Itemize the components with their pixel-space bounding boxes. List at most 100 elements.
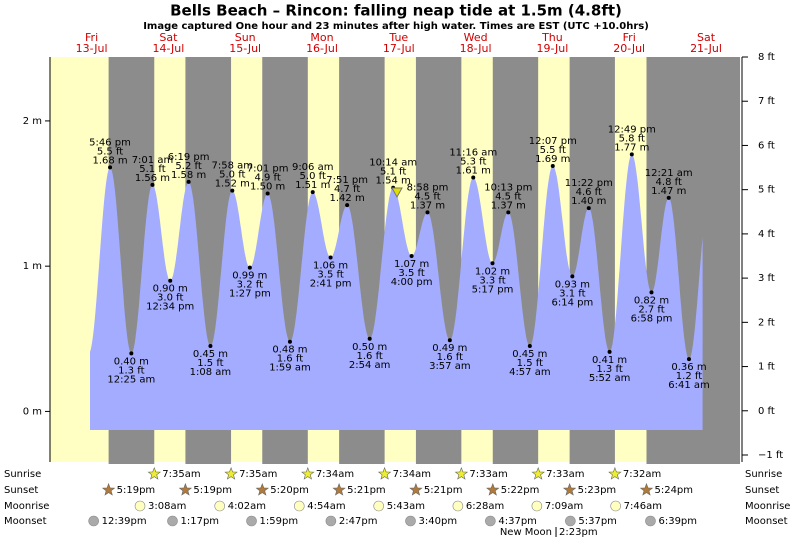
sun-icon bbox=[178, 482, 193, 496]
tide-ft: 2.7 ft bbox=[638, 304, 664, 315]
sun-icon bbox=[486, 482, 500, 496]
sunrise-time: 7:35am bbox=[162, 469, 200, 480]
moonrise-time: 4:54am bbox=[307, 501, 345, 512]
moonset-time: 12:39pm bbox=[102, 516, 147, 527]
moon-icon bbox=[565, 515, 576, 527]
tide-time: 10:14 am bbox=[369, 158, 417, 169]
tide-ft: 1.6 ft bbox=[357, 351, 383, 362]
moonrise-time: 4:02am bbox=[228, 501, 266, 512]
row-label: Moonrise bbox=[745, 501, 790, 512]
now-marker bbox=[391, 187, 403, 199]
tide-m: 1.58 m bbox=[171, 170, 206, 181]
tide-time: 12:25 am bbox=[107, 374, 155, 385]
day-name: Sat bbox=[159, 31, 178, 44]
y2-tick-label: −1 ft bbox=[758, 450, 783, 461]
sunrise-time: 7:32am bbox=[623, 469, 661, 480]
tide-ft: 1.5 ft bbox=[197, 358, 223, 369]
tide-point bbox=[447, 338, 452, 343]
tide-point bbox=[108, 165, 113, 170]
day-date: 18-Jul bbox=[460, 42, 492, 55]
day-name: Tue bbox=[388, 31, 408, 44]
sunset-time: 5:21pm bbox=[424, 485, 463, 496]
tide-ft: 4.8 ft bbox=[656, 177, 682, 188]
sun-icon bbox=[147, 466, 162, 480]
tide-m: 0.93 m bbox=[555, 279, 590, 290]
tide-point bbox=[527, 344, 532, 349]
y2-tick-label: 6 ft bbox=[758, 140, 775, 151]
tide-ft: 3.3 ft bbox=[479, 275, 505, 286]
y2-tick-label: 0 ft bbox=[758, 406, 775, 417]
day-name: Sat bbox=[697, 31, 716, 44]
tide-m: 0.36 m bbox=[671, 362, 706, 373]
day-name: Sun bbox=[235, 31, 256, 44]
tide-point bbox=[208, 344, 213, 349]
tide-m: 0.99 m bbox=[232, 271, 267, 282]
tide-time: 4:00 pm bbox=[391, 277, 433, 288]
moon-phase: New Moon bbox=[500, 527, 552, 538]
sun-icon bbox=[454, 466, 469, 480]
y-tick-label: 2 m bbox=[23, 116, 42, 127]
tide-time: 1:08 am bbox=[190, 367, 232, 378]
sun-icon bbox=[639, 482, 654, 496]
tide-ft: 1.5 ft bbox=[517, 358, 543, 369]
tide-ft: 4.5 ft bbox=[414, 191, 440, 202]
tide-time: 12:34 pm bbox=[146, 302, 194, 313]
tide-area bbox=[90, 154, 703, 431]
moon-icon bbox=[325, 515, 337, 527]
moon-icon bbox=[531, 500, 543, 512]
sun-icon bbox=[531, 466, 545, 480]
y2-tick-label: 5 ft bbox=[758, 185, 775, 196]
moonset-time: 4:37pm bbox=[498, 516, 537, 527]
moon-icon bbox=[214, 500, 226, 512]
tide-time: 4:57 am bbox=[509, 367, 551, 378]
tide-time: 9:06 am bbox=[292, 162, 334, 173]
day-date: 21-Jul bbox=[690, 42, 722, 55]
chart-title: Bells Beach – Rincon: falling neap tide … bbox=[170, 2, 622, 20]
tide-ft: 1.6 ft bbox=[277, 354, 303, 365]
moon-icon bbox=[293, 500, 305, 512]
moonrise-time: 7:46am bbox=[624, 501, 662, 512]
tide-point bbox=[666, 195, 671, 200]
tide-time: 6:14 pm bbox=[551, 297, 593, 308]
chart-subtitle: Image captured One hour and 23 minutes a… bbox=[143, 21, 649, 32]
tide-m: 1.02 m bbox=[475, 266, 510, 277]
tide-time: 1:59 am bbox=[269, 363, 311, 374]
row-label: Moonrise bbox=[4, 501, 49, 512]
tide-time: 1:27 pm bbox=[229, 289, 271, 300]
sun-icon bbox=[409, 482, 423, 496]
tide-time: 2:41 pm bbox=[310, 278, 352, 289]
tide-point bbox=[265, 191, 270, 196]
tide-m: 1.52 m bbox=[215, 179, 250, 190]
moon-phase-time: 2:23pm bbox=[559, 527, 598, 538]
y2-tick-label: 2 ft bbox=[758, 317, 775, 328]
tide-m: 1.37 m bbox=[491, 200, 526, 211]
y2-tick-label: 8 ft bbox=[758, 52, 775, 63]
tide-time: 6:41 am bbox=[668, 380, 710, 391]
tide-time: 12:07 pm bbox=[529, 136, 577, 147]
tide-m: 0.45 m bbox=[512, 349, 547, 360]
tide-ft: 1.6 ft bbox=[437, 352, 463, 363]
y2-tick-label: 3 ft bbox=[758, 273, 775, 284]
moon-icon bbox=[452, 500, 464, 512]
moonset-time: 1:59pm bbox=[260, 516, 299, 527]
tide-point bbox=[345, 203, 350, 208]
tide-ft: 1.3 ft bbox=[596, 364, 622, 375]
moonset-time: 3:40pm bbox=[419, 516, 458, 527]
moon-icon bbox=[88, 515, 99, 527]
tide-ft: 5.0 ft bbox=[219, 170, 245, 181]
tide-m: 1.07 m bbox=[394, 259, 429, 270]
tide-m: 1.68 m bbox=[92, 155, 127, 166]
tide-m: 1.06 m bbox=[313, 260, 348, 271]
tide-point bbox=[367, 336, 372, 341]
tide-m: 0.40 m bbox=[114, 356, 149, 367]
tide-time: 5:17 pm bbox=[472, 284, 514, 295]
tide-point bbox=[586, 206, 591, 211]
tide-m: 1.40 m bbox=[571, 196, 606, 207]
y2-tick-label: 4 ft bbox=[758, 229, 775, 240]
tide-point bbox=[607, 349, 612, 354]
row-label: Moonset bbox=[4, 516, 47, 527]
tide-ft: 3.1 ft bbox=[559, 288, 585, 299]
moon-icon bbox=[645, 515, 656, 527]
tide-point bbox=[247, 265, 252, 270]
tide-ft: 5.5 ft bbox=[540, 145, 566, 156]
